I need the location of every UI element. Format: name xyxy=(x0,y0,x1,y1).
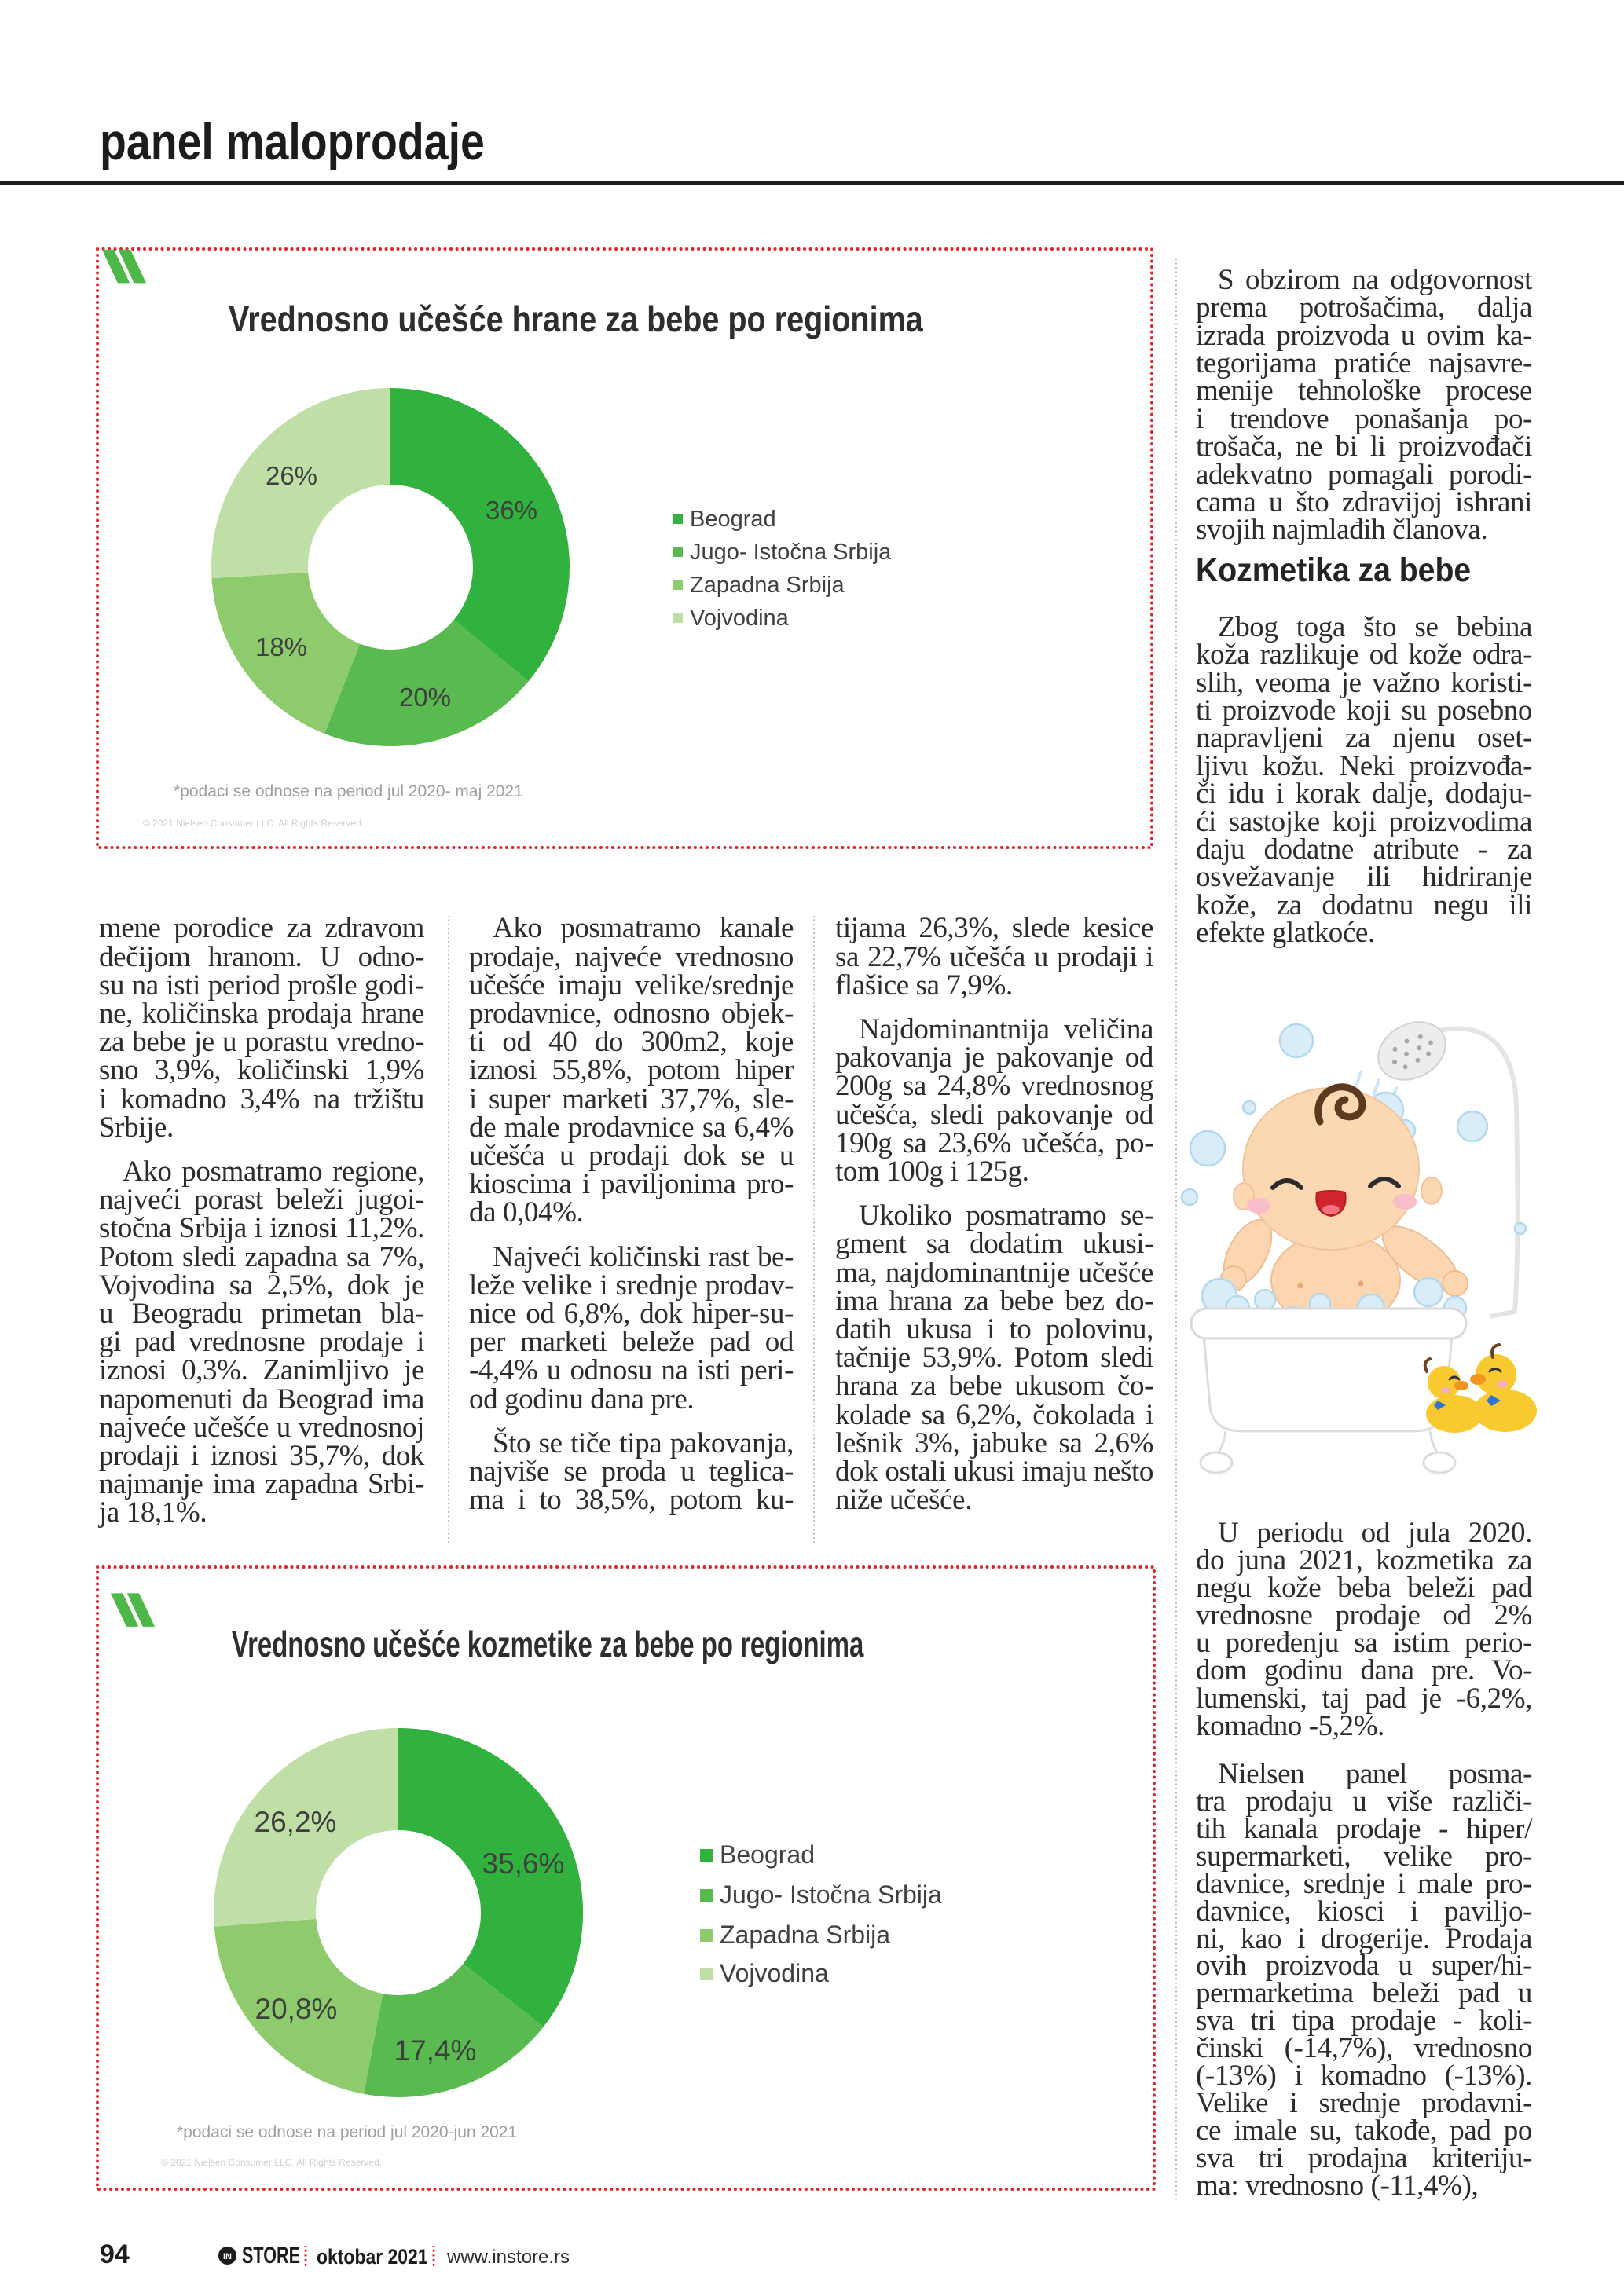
svg-text:IN: IN xyxy=(223,2252,232,2261)
